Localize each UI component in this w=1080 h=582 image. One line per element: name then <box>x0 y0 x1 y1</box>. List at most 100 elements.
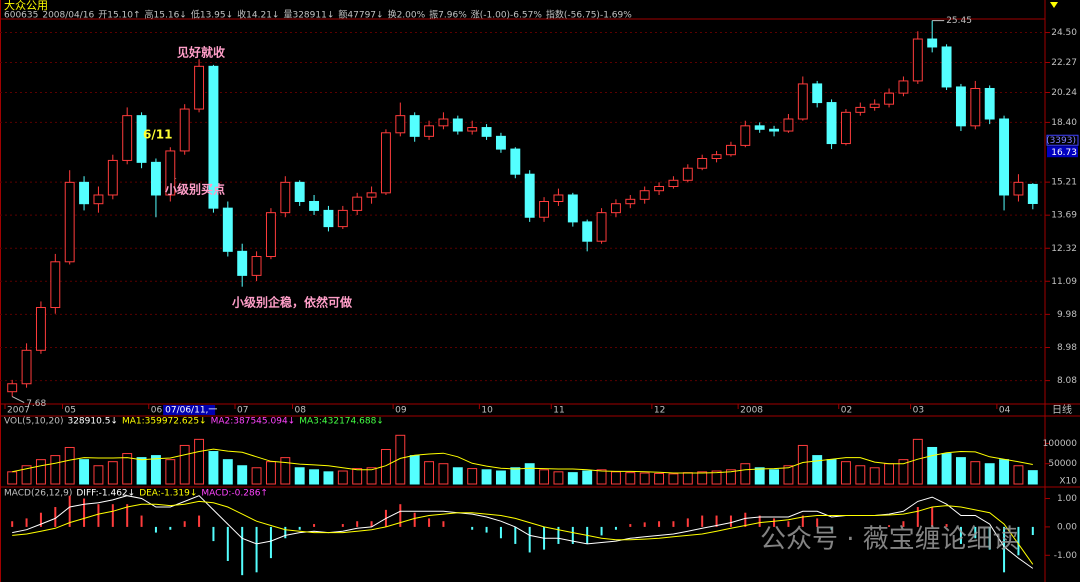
x-tick-label: 04 <box>999 406 1011 416</box>
candle-body <box>639 190 650 200</box>
volume-bar <box>697 471 708 485</box>
volume-bar <box>970 461 981 485</box>
y-tick-label: 11.09 <box>1051 277 1077 287</box>
candle-body <box>452 118 463 132</box>
y-tick-label: 100000 <box>1043 439 1078 449</box>
candle-body <box>467 127 478 132</box>
volume-bar <box>927 446 938 485</box>
watermark: 公众号 · 薇宝缠论细读 <box>760 525 1019 555</box>
cursor-date-label: 07/06/11,一 <box>165 406 217 416</box>
volume-bar <box>812 455 823 485</box>
x-tick-label: 12 <box>654 406 665 416</box>
annotation: 小级别买点 <box>165 182 225 197</box>
candle-body <box>725 144 736 156</box>
candle-body <box>481 127 492 137</box>
header-item: MACD:-0.286↑ <box>201 489 268 499</box>
y-tick-label: 0.00 <box>1057 522 1077 532</box>
volume-bar <box>79 459 90 485</box>
x-tick-label: 09 <box>395 406 407 416</box>
candle-body <box>927 38 938 48</box>
period-label: 日线 <box>1052 403 1072 416</box>
candle-body <box>237 250 248 276</box>
candle-body <box>165 150 176 196</box>
header-item: 低13.95↓ <box>191 9 233 21</box>
candle-body <box>884 92 895 105</box>
menu-icon[interactable] <box>1050 2 1058 8</box>
volume-bar <box>596 469 607 485</box>
stock-name: 大众公用 <box>4 0 48 12</box>
candle-body <box>912 38 923 82</box>
x-tick-label: 11 <box>553 406 564 416</box>
volume-bar <box>294 467 305 485</box>
candle-body <box>424 125 435 137</box>
volume-bar <box>610 471 621 485</box>
candle-body <box>783 118 794 132</box>
volume-bar <box>179 444 190 485</box>
candle-body <box>265 212 276 258</box>
header-item: 换2.00% <box>388 9 426 21</box>
price-marker-label: 16.73 <box>1051 148 1077 158</box>
y-tick-label: 20.24 <box>1051 88 1077 98</box>
header-item: DEA:-1.319↓ <box>139 489 197 499</box>
y-tick-label: 9.98 <box>1057 310 1077 320</box>
candle-body <box>869 103 880 108</box>
candle-body <box>797 83 808 120</box>
y-tick-label: 1.00 <box>1057 494 1077 504</box>
header-item: MA1:359972.625↓ <box>122 417 207 427</box>
candle-body <box>955 86 966 127</box>
volume-bar <box>984 463 995 485</box>
volume-bar <box>323 471 334 485</box>
volume-bar <box>251 467 262 485</box>
y-tick-label: -1.00 <box>1054 551 1078 561</box>
candle-body <box>840 111 851 145</box>
candle-body <box>337 209 348 228</box>
volume-bar <box>194 438 205 485</box>
volume-bar <box>711 470 722 485</box>
y-tick-label: 13.69 <box>1051 211 1077 221</box>
header-item: 328910.5↓ <box>67 417 117 427</box>
candle-body <box>409 115 420 137</box>
volume-bar <box>366 467 377 485</box>
candle-body <box>280 181 291 214</box>
candle-body <box>294 181 305 202</box>
volume-bar <box>898 459 909 485</box>
volume-bar <box>107 461 118 485</box>
header-item: 振7.96% <box>429 9 467 21</box>
annotation: 小级别企稳，依然可做 <box>232 295 353 310</box>
candle-body <box>438 118 449 127</box>
candle-body <box>682 167 693 181</box>
candle-body <box>654 186 665 192</box>
header-item: 600635 <box>4 11 38 21</box>
header-item: 额47797↓ <box>338 9 383 21</box>
volume-bar <box>510 467 521 485</box>
header-item: MA3:432174.688↓ <box>299 417 384 427</box>
candle-body <box>826 102 837 145</box>
candle-body <box>150 161 161 196</box>
candle-body <box>711 154 722 160</box>
low-pointer <box>11 396 25 404</box>
volume-bar <box>769 469 780 485</box>
volume-bar <box>1027 470 1038 485</box>
x-tick-label: 2008 <box>740 406 763 416</box>
volume-bar <box>309 469 320 485</box>
y-tick-label: 8.98 <box>1057 343 1077 353</box>
candle-body <box>668 179 679 188</box>
volume-bar <box>208 451 219 485</box>
candle-body <box>999 118 1010 196</box>
candle-body <box>1013 181 1024 196</box>
volume-bar <box>941 453 952 485</box>
price-marker-bg <box>1047 146 1078 158</box>
volume-bar <box>955 457 966 485</box>
candle-body <box>740 125 751 146</box>
volume-bar <box>869 467 880 485</box>
volume-bar <box>409 455 420 485</box>
volume-bar <box>222 459 233 485</box>
price-marker-count: (3393) <box>1046 136 1076 146</box>
high-label: 25.45 <box>946 16 972 26</box>
candle-body <box>93 194 104 205</box>
candle-body <box>122 115 133 161</box>
candle-body <box>941 46 952 88</box>
candle-body <box>610 203 621 214</box>
volume-bar <box>481 469 492 485</box>
